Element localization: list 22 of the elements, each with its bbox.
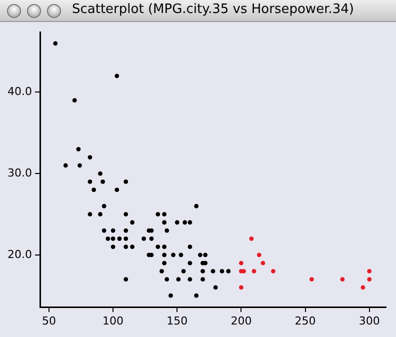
point	[367, 277, 372, 282]
y-tick-label: 40.0	[8, 85, 32, 98]
x-tick-label: 300	[358, 314, 380, 328]
point	[249, 236, 254, 241]
point	[367, 269, 372, 274]
x-tick-label: 250	[294, 314, 316, 328]
x-tick-label: 200	[230, 314, 252, 328]
x-tick-label: 150	[166, 314, 188, 328]
point	[271, 269, 276, 274]
x-tick-label: 50	[42, 314, 56, 328]
y-tick-label: 20.0	[8, 248, 32, 261]
chart-title: Scatterplot (MPG.city.35 vs Horsepower.34)	[72, 2, 354, 17]
point	[252, 269, 256, 274]
point	[238, 285, 244, 290]
y-tick-label: 30.0	[8, 166, 32, 180]
point	[360, 285, 366, 290]
x-tick-label: 100	[102, 314, 124, 328]
point	[256, 252, 262, 258]
point	[260, 260, 266, 266]
point	[238, 260, 244, 266]
point	[340, 277, 345, 282]
point	[309, 277, 314, 282]
